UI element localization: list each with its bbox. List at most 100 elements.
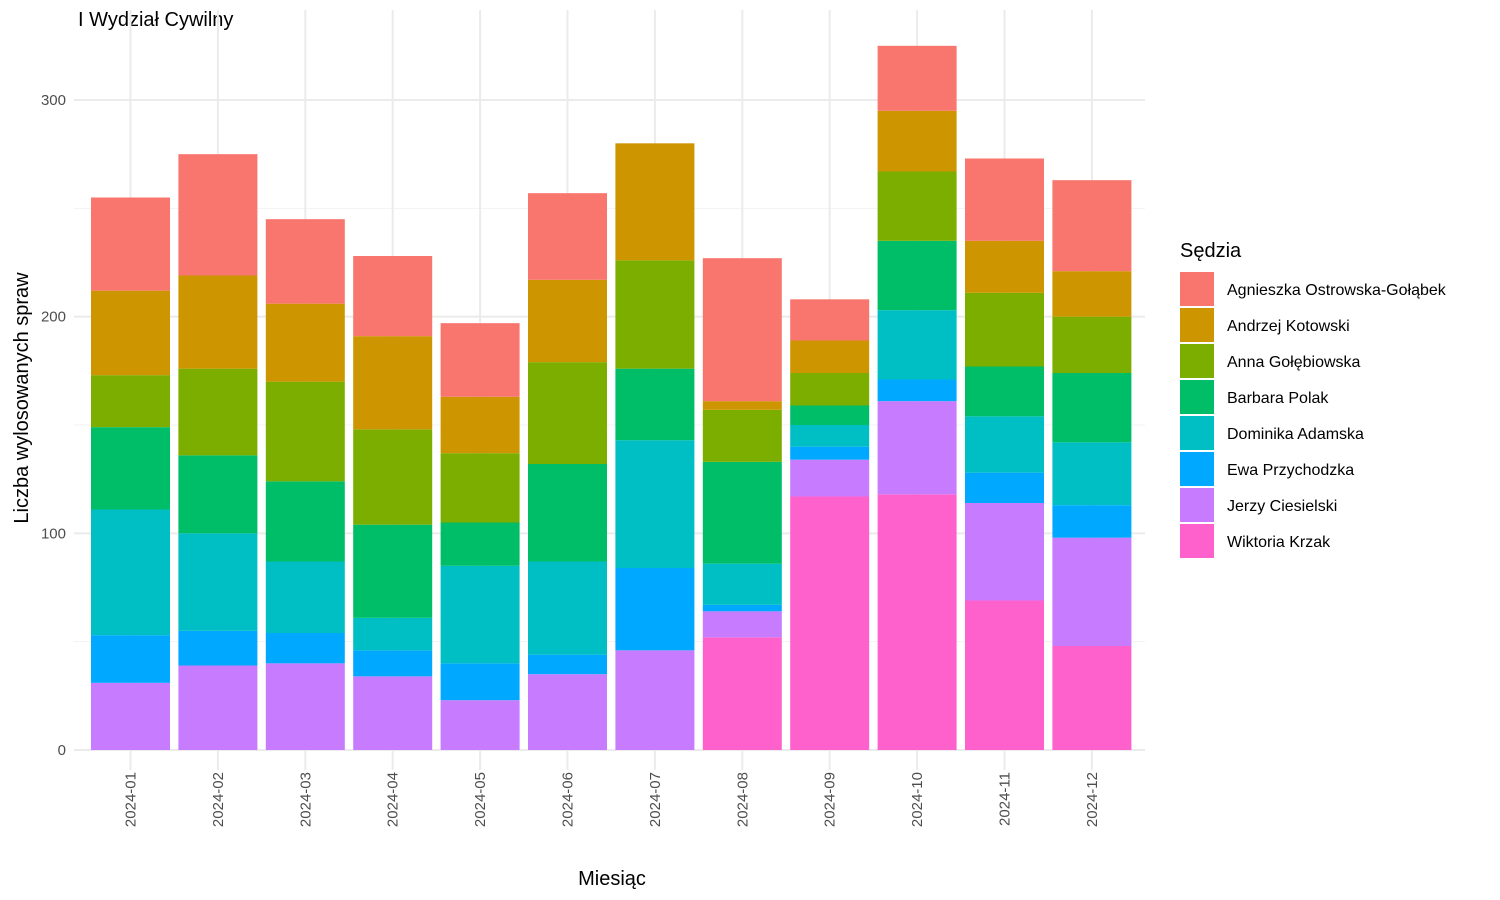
legend-label: Ewa Przychodzka xyxy=(1227,462,1354,479)
bar-segment xyxy=(265,303,345,382)
bar-segment xyxy=(615,143,695,261)
bar-segment xyxy=(702,563,782,605)
legend-key xyxy=(1180,524,1214,558)
bar-segment xyxy=(528,561,607,655)
bar-segment xyxy=(178,665,258,750)
x-tick-label: 2024-03 xyxy=(297,772,314,827)
bar-segment xyxy=(353,676,433,750)
bar-segment xyxy=(1052,505,1132,538)
bar-segment xyxy=(353,524,433,618)
x-tick-label: 2024-07 xyxy=(647,772,664,827)
x-tick-label: 2024-01 xyxy=(123,772,140,827)
bar-segment xyxy=(353,617,433,651)
bar-segment xyxy=(440,323,520,397)
bar-segment xyxy=(353,336,433,430)
y-tick-label: 100 xyxy=(41,525,66,542)
bar-segment xyxy=(615,368,695,441)
legend-label: Andrzej Kotowski xyxy=(1227,318,1350,335)
legend-key xyxy=(1180,380,1214,414)
bar-segment xyxy=(790,405,870,425)
bar-segment xyxy=(790,340,870,373)
bar-segment xyxy=(353,255,433,337)
y-axis-title: Liczba wylosowanych spraw xyxy=(11,272,33,524)
bar-segment xyxy=(1052,645,1132,750)
bar-segment xyxy=(440,453,520,523)
x-tick-label: 2024-11 xyxy=(997,772,1014,826)
y-tick-label: 300 xyxy=(41,92,66,109)
bar-segment xyxy=(178,275,258,369)
legend-key xyxy=(1180,344,1214,378)
y-tick-label: 0 xyxy=(58,742,66,759)
bar-segment xyxy=(877,45,957,111)
bar-segment xyxy=(877,240,957,311)
bar-segment xyxy=(265,219,345,304)
bar-segment xyxy=(965,600,1044,750)
bar-segment xyxy=(615,650,695,750)
legend-key xyxy=(1180,272,1214,306)
bar-segment xyxy=(91,427,170,510)
bar-segment xyxy=(178,154,258,276)
legend-label: Anna Gołębiowska xyxy=(1227,354,1361,371)
bar-segment xyxy=(702,258,782,402)
bar-segment xyxy=(1052,537,1132,646)
bar-segment xyxy=(965,292,1044,367)
bar-segment xyxy=(965,240,1044,293)
bar-segment xyxy=(790,299,870,341)
legend-label: Wiktoria Krzak xyxy=(1227,534,1331,551)
bar-segment xyxy=(178,368,258,456)
y-tick-label: 200 xyxy=(41,309,66,326)
bar-segment xyxy=(1052,372,1132,443)
bar-segment xyxy=(91,290,170,376)
bar-segment xyxy=(528,193,607,280)
legend-key xyxy=(1180,416,1214,450)
bars-group xyxy=(91,45,1132,750)
y-axis-ticks: 0 100 200 300 xyxy=(41,92,66,759)
legend-key xyxy=(1180,452,1214,486)
bar-segment xyxy=(615,567,695,651)
bar-segment xyxy=(790,424,870,447)
bar-segment xyxy=(440,565,520,664)
bar-segment xyxy=(965,502,1044,601)
bar-segment xyxy=(178,630,258,666)
chart-title: I Wydział Cywilny xyxy=(78,9,233,31)
bar-segment xyxy=(965,472,1044,503)
x-tick-label: 2024-09 xyxy=(822,772,839,827)
bar-segment xyxy=(702,401,782,410)
bar-segment xyxy=(178,455,258,534)
legend-key xyxy=(1180,308,1214,342)
bar-segment xyxy=(528,279,607,363)
bar-segment xyxy=(528,654,607,675)
bar-segment xyxy=(265,481,345,562)
bar-segment xyxy=(877,310,957,380)
legend-key xyxy=(1180,488,1214,522)
legend-title: Sędzia xyxy=(1180,240,1242,262)
bar-segment xyxy=(528,463,607,562)
bar-segment xyxy=(91,197,170,291)
legend-label: Barbara Polak xyxy=(1227,390,1329,407)
bar-segment xyxy=(965,366,1044,417)
bar-segment xyxy=(877,379,957,402)
bar-segment xyxy=(440,396,520,454)
x-tick-label: 2024-05 xyxy=(472,772,489,827)
x-tick-label: 2024-04 xyxy=(385,772,402,827)
x-tick-label: 2024-10 xyxy=(909,772,926,827)
bar-segment xyxy=(265,663,345,750)
bar-segment xyxy=(702,409,782,462)
bar-segment xyxy=(265,381,345,482)
bar-segment xyxy=(790,459,870,497)
bar-segment xyxy=(1052,271,1132,317)
bar-segment xyxy=(353,650,433,677)
bar-segment xyxy=(615,440,695,568)
legend: Sędzia Agnieszka Ostrowska-Gołąbek Andrze… xyxy=(1180,240,1447,558)
bar-segment xyxy=(877,494,957,750)
x-axis-title: Miesiąc xyxy=(578,868,646,890)
bar-segment xyxy=(91,635,170,683)
bar-segment xyxy=(790,372,870,406)
bar-segment xyxy=(790,446,870,460)
bar-segment xyxy=(265,632,345,664)
bar-segment xyxy=(615,260,695,369)
bar-segment xyxy=(702,637,782,750)
bar-segment xyxy=(265,561,345,633)
bar-segment xyxy=(178,533,258,631)
